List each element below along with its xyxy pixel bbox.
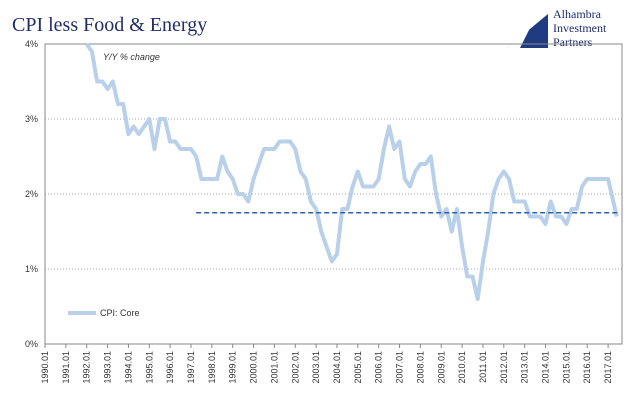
legend-label: CPI: Core: [100, 308, 140, 318]
x-tick-label: 2016.01: [582, 351, 592, 384]
x-tick-label: 2017.01: [603, 351, 613, 384]
y-tick-label: 2%: [25, 189, 38, 199]
x-tick-label: 2004.01: [332, 351, 342, 384]
x-tick-label: 2011.01: [478, 351, 488, 383]
x-tick-label: 2006.01: [374, 351, 384, 384]
x-tick-label: 1990.01: [40, 351, 50, 384]
y-tick-label: 3%: [25, 114, 38, 124]
x-tick-label: 1992.01: [82, 351, 92, 384]
logo-text: Alhambra: [553, 7, 602, 21]
x-tick-label: 2007.01: [395, 351, 405, 384]
x-tick-label: 1993.01: [103, 351, 113, 384]
x-tick-label: 2008.01: [415, 351, 425, 384]
x-tick-label: 2010.01: [457, 351, 467, 384]
y-tick-label: 1%: [25, 264, 38, 274]
x-tick-label: 2005.01: [353, 351, 363, 384]
x-tick-label: 2015.01: [561, 351, 571, 384]
logo-text: Partners: [553, 35, 593, 49]
x-tick-label: 1994.01: [123, 351, 133, 384]
chart-title: CPI less Food & Energy: [12, 14, 207, 36]
y-tick-label: 4%: [25, 39, 38, 49]
x-tick-label: 2009.01: [436, 351, 446, 384]
x-tick-label: 1996.01: [165, 351, 175, 384]
x-tick-label: 1999.01: [228, 351, 238, 384]
x-tick-label: 2000.01: [249, 351, 259, 384]
logo-text: Investment: [553, 21, 607, 35]
x-tick-label: 2001.01: [269, 351, 279, 384]
y-tick-label: 0%: [25, 339, 38, 349]
x-tick-label: 2002.01: [290, 351, 300, 384]
x-tick-label: 2012.01: [499, 351, 509, 384]
x-tick-label: 2003.01: [311, 351, 321, 384]
x-tick-label: 1991.01: [61, 351, 71, 384]
x-tick-label: 1998.01: [207, 351, 217, 384]
annotation: Y/Y % change: [103, 52, 160, 62]
x-tick-label: 1995.01: [144, 351, 154, 384]
x-tick-label: 2013.01: [520, 351, 530, 384]
plot-frame: [44, 43, 623, 345]
series-line: [85, 42, 619, 301]
logo-icon-cut: [507, 28, 530, 48]
x-tick-label: 1997.01: [186, 351, 196, 384]
x-tick-label: 2014.01: [541, 351, 551, 384]
